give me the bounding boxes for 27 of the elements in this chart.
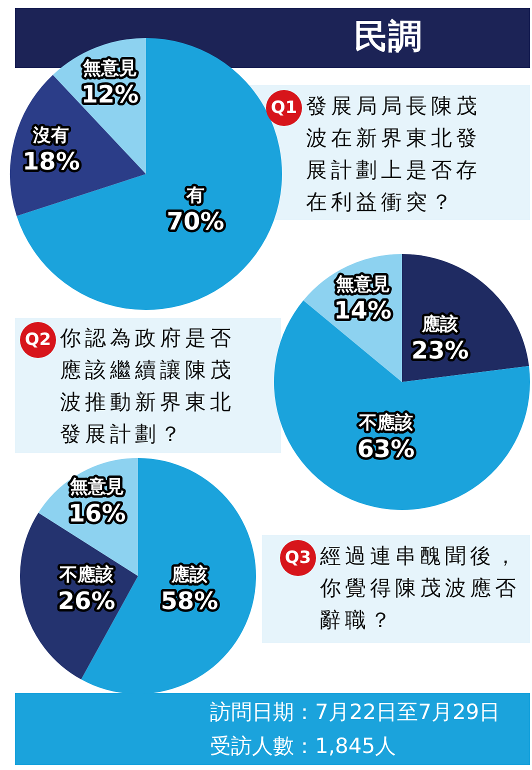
slice-label: 應該 <box>170 564 208 586</box>
text: Q2 <box>20 322 56 358</box>
data-label: 58% <box>160 586 218 615</box>
slice-label: 不應該 <box>358 412 413 434</box>
data-label: 16% <box>68 499 126 528</box>
data-label: 26% <box>58 586 116 615</box>
slice-label: 沒有 <box>32 124 70 146</box>
data-label: 63% <box>357 435 415 464</box>
text: 經過連串醜聞後，你覺得陳茂波應否辭職？ <box>320 543 521 634</box>
data-label: 23% <box>411 336 469 365</box>
data-label: 70% <box>166 208 224 236</box>
text: Q3 <box>280 540 316 576</box>
text: 受訪人數：1,845人 <box>210 733 396 760</box>
text: 訪問日期：7月22日至7月29日 <box>210 699 500 726</box>
slice-label: 有 <box>186 185 205 206</box>
data-label: 14% <box>334 296 392 324</box>
data-label: 18% <box>22 147 80 176</box>
data-label: 12% <box>81 80 139 109</box>
text: 你認為政府是否應該繼續讓陳茂波推動新界東北發展計劃？ <box>60 325 236 448</box>
slice-label: 應該 <box>421 314 458 335</box>
text: Q1 <box>266 90 302 126</box>
text: 民調 <box>354 16 422 59</box>
slice-label: 不應該 <box>58 564 114 586</box>
slice-label: 無意見 <box>69 476 124 498</box>
slice-label: 無意見 <box>82 58 137 80</box>
slice-label: 無意見 <box>334 274 390 295</box>
text: 發展局局長陳茂波在新界東北發展計劃上是否存在利益衝突？ <box>306 93 482 216</box>
